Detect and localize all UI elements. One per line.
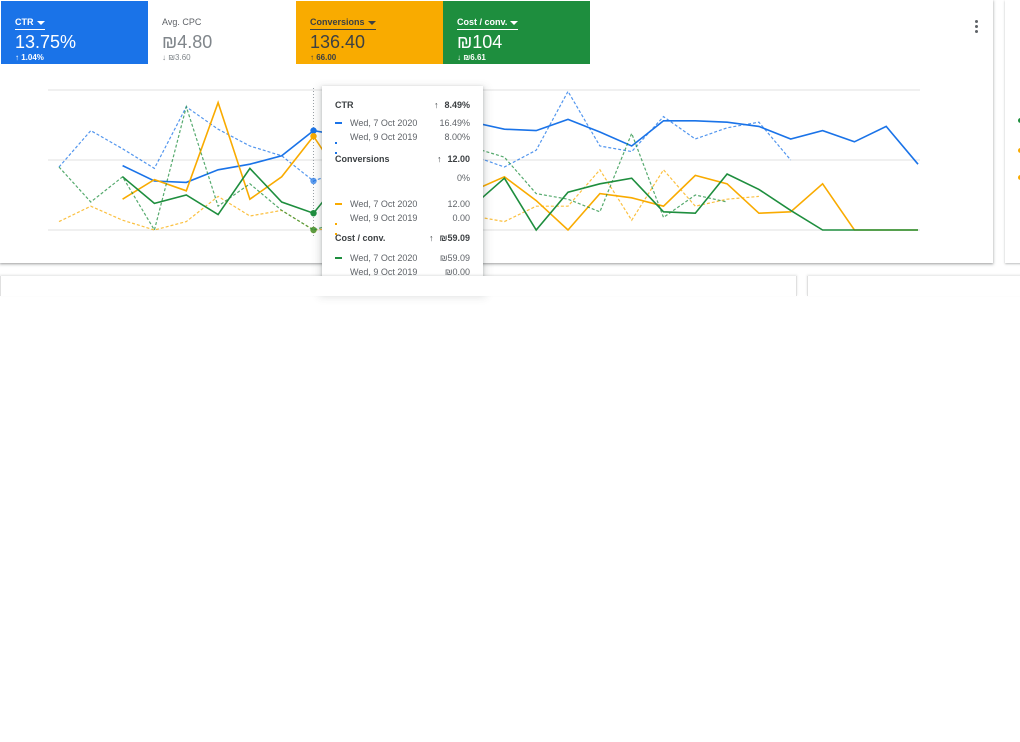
chart-tooltip: CTR ↑ 8.49% Wed, 7 Oct 2020 16.49% Wed, 9… <box>322 86 483 290</box>
tooltip-row: Wed, 9 Oct 2019 8.00% <box>335 132 470 154</box>
series-line-cost-conv--current <box>122 167 918 232</box>
arrow-up-icon: ↑ <box>429 233 434 243</box>
chevron-down-icon <box>510 20 519 25</box>
arrow-up-icon: ↑ <box>433 100 439 110</box>
arrow-up-icon: ↑ <box>436 154 442 164</box>
chevron-down-icon <box>367 20 376 25</box>
arrow-up-icon: ↑ <box>310 53 314 62</box>
highlight-point <box>310 133 317 140</box>
legend-dot <box>1018 148 1020 153</box>
solid-line-swatch <box>335 257 342 259</box>
arrow-up-icon: ↑ <box>15 53 19 62</box>
metric-value: ₪104 <box>457 32 503 52</box>
metric-name[interactable]: Cost / conv. <box>457 17 519 30</box>
series-line-conversions-previous <box>58 168 759 231</box>
solid-line-swatch <box>335 122 342 124</box>
tooltip-row: Wed, 7 Oct 2020 ₪59.09 <box>335 253 470 263</box>
metric-name[interactable]: Conversions <box>310 17 376 30</box>
highlight-point <box>310 177 317 185</box>
series-line-ctr-current <box>122 118 919 184</box>
metric-name[interactable]: CTR <box>15 17 45 30</box>
metric-value: ₪4.80 <box>162 32 213 52</box>
arrow-down-icon: ↓ <box>162 53 166 62</box>
chevron-down-icon <box>36 20 45 25</box>
metric-tile-avg-cpc[interactable]: Avg. CPC ₪4.80 ↓ ₪3.60 <box>148 1 295 64</box>
highlight-point <box>310 210 317 217</box>
tooltip-row: Wed, 9 Oct 2019 0.00 <box>335 213 470 235</box>
metric-tile-ctr[interactable]: CTR 13.75% ↑ 1.04% <box>1 1 148 64</box>
metric-change: ↑ 1.04% <box>15 53 44 62</box>
dashed-line-swatch <box>335 136 342 154</box>
tooltip-row: Wed, 7 Oct 2020 16.49% <box>335 118 470 128</box>
metric-tile-cost-per-conv[interactable]: Cost / conv. ₪104 ↓ ₪6.61 <box>443 1 590 64</box>
series-line-ctr-previous <box>58 90 792 184</box>
tooltip-row: Wed, 7 Oct 2020 12.00 <box>335 199 470 209</box>
series-line-conversions-current <box>122 100 918 232</box>
dashed-line-swatch <box>335 271 342 289</box>
solid-line-swatch <box>335 203 342 205</box>
side-card <box>1005 0 1020 263</box>
line-chart[interactable] <box>0 0 993 263</box>
legend-dot <box>1018 118 1020 123</box>
metric-change: ↓ ₪6.61 <box>457 53 486 62</box>
highlight-point <box>310 127 317 134</box>
highlight-point <box>310 226 317 234</box>
tooltip-header-ctr: CTR ↑ 8.49% <box>335 100 470 110</box>
tooltip-header-cost-per-conv: Cost / conv. ↑ ₪59.09 <box>335 233 470 243</box>
dashed-line-swatch <box>335 217 342 235</box>
bottom-card-left <box>0 276 797 296</box>
metric-change: ↑ 66.00 <box>310 53 337 62</box>
metric-value: 136.40 <box>310 32 366 52</box>
more-options-icon[interactable] <box>975 20 979 34</box>
metric-change: ↓ ₪3.60 <box>162 53 191 62</box>
metric-value: 13.75% <box>15 32 77 52</box>
tooltip-row: 0% <box>456 173 470 183</box>
metric-tile-conversions[interactable]: Conversions 136.40 ↑ 66.00 <box>296 1 443 64</box>
legend-dot <box>1018 175 1020 180</box>
metric-name[interactable]: Avg. CPC <box>162 17 202 27</box>
arrow-down-icon: ↓ <box>457 53 461 62</box>
tooltip-header-conversions: Conversions ↑ 12.00 <box>335 154 470 164</box>
bottom-card-right <box>807 276 1020 296</box>
